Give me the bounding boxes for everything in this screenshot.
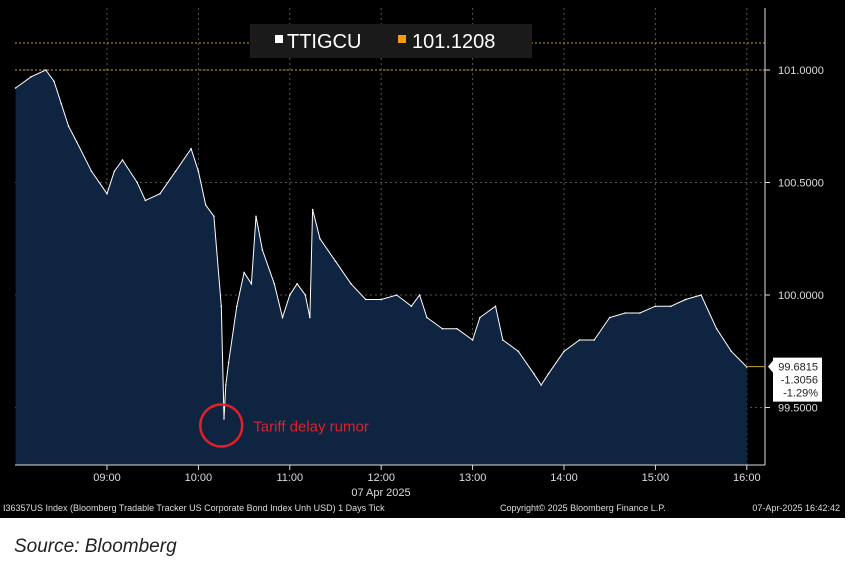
footer-copyright: Copyright© 2025 Bloomberg Finance L.P.	[500, 503, 666, 513]
data-point	[289, 294, 291, 296]
data-point	[273, 282, 276, 285]
data-point	[90, 170, 93, 173]
legend-value-marker	[398, 35, 406, 43]
data-point	[350, 282, 352, 285]
data-point	[76, 141, 78, 143]
data-point	[296, 282, 298, 285]
data-point	[471, 339, 474, 341]
data-point	[547, 372, 550, 375]
source-caption: Source: Bloomberg	[14, 536, 177, 557]
data-point	[44, 69, 47, 71]
data-point	[255, 215, 257, 218]
data-point	[624, 312, 627, 314]
data-point	[174, 170, 177, 173]
last-change: -1.3056	[781, 375, 818, 387]
data-point	[220, 305, 223, 308]
data-point	[418, 294, 421, 296]
y-tick-label: 100.5000	[778, 178, 824, 190]
data-point	[364, 298, 367, 301]
data-point	[410, 305, 413, 308]
data-point	[380, 298, 383, 301]
data-point	[261, 249, 264, 251]
x-tick-label: 11:00	[276, 472, 303, 484]
data-point	[670, 305, 672, 308]
footer-timestamp: 07-Apr-2025 16:42:42	[752, 503, 840, 513]
data-point	[304, 294, 307, 296]
data-point	[654, 305, 657, 308]
data-point	[159, 192, 161, 195]
annotation-label: Tariff delay rumor	[253, 419, 369, 436]
data-point	[106, 192, 108, 195]
data-point	[730, 350, 733, 353]
data-point	[517, 350, 520, 353]
data-point	[250, 282, 253, 285]
y-tick-label: 100.0000	[778, 290, 824, 302]
x-tick-label: 15:00	[642, 472, 670, 484]
x-tick-label: 12:00	[367, 472, 395, 484]
data-point	[540, 384, 542, 386]
data-point	[204, 204, 207, 206]
data-point	[309, 316, 311, 319]
data-point	[563, 350, 565, 353]
data-point	[593, 339, 595, 341]
data-point	[608, 316, 611, 319]
data-point	[197, 170, 200, 173]
legend-series-marker	[275, 35, 283, 43]
data-point	[456, 327, 458, 330]
data-point	[144, 199, 147, 202]
data-point	[319, 237, 321, 240]
annotation-circle	[199, 403, 244, 448]
data-point	[30, 75, 32, 78]
last-pct: -1.29%	[783, 388, 818, 400]
data-point	[334, 260, 337, 263]
x-tick-label: 09:00	[93, 472, 121, 484]
x-axis-label: 07 Apr 2025	[351, 487, 410, 499]
data-point	[684, 298, 687, 301]
legend-series-name: TTIGCU	[287, 31, 361, 53]
footer-description: I36357US Index (Bloomberg Tradable Track…	[3, 503, 385, 513]
y-tick-label: 99.5000	[778, 403, 818, 415]
data-point	[281, 316, 284, 319]
data-point	[136, 181, 138, 184]
data-point	[60, 102, 63, 105]
last-value: 99.6815	[778, 362, 818, 374]
x-tick-label: 14:00	[550, 472, 578, 484]
data-point	[311, 208, 314, 211]
x-tick-label: 13:00	[459, 472, 487, 484]
y-tick-label: 101.0000	[778, 65, 824, 77]
data-point	[533, 372, 535, 375]
data-point	[213, 215, 215, 218]
data-point	[225, 384, 227, 386]
legend-last-value: 101.1208	[412, 31, 495, 53]
data-point	[700, 294, 702, 296]
data-point	[113, 170, 116, 173]
data-point	[190, 147, 192, 150]
data-point	[395, 294, 398, 296]
data-point	[501, 339, 504, 341]
data-point	[715, 327, 718, 330]
data-point	[235, 305, 238, 308]
data-point	[441, 327, 444, 330]
data-point	[67, 125, 70, 128]
data-point	[494, 305, 497, 308]
data-point	[639, 312, 641, 314]
data-point	[227, 361, 230, 364]
data-point	[426, 316, 428, 319]
data-point	[578, 339, 581, 341]
data-point	[14, 87, 17, 89]
x-tick-label: 10:00	[185, 472, 213, 484]
x-tick-label: 16:00	[733, 472, 761, 484]
data-point	[223, 417, 225, 420]
last-value-box	[768, 357, 822, 402]
data-point	[121, 159, 124, 161]
data-point	[243, 271, 245, 274]
data-point	[479, 316, 481, 319]
data-point	[53, 80, 55, 83]
area-fill	[15, 70, 747, 465]
legend-box	[250, 24, 532, 58]
